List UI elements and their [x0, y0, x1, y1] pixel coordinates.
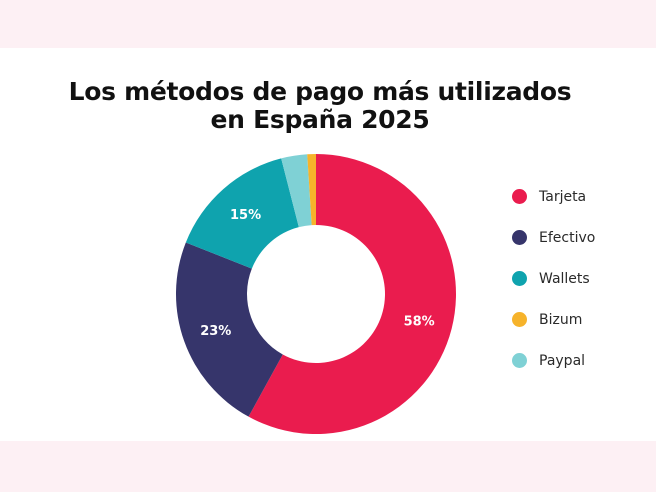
data-label-wallets: 15%	[230, 208, 261, 223]
legend-dot-icon	[512, 312, 527, 327]
chart-title: Los métodos de pago más utilizados en Es…	[0, 78, 640, 134]
legend-item-tarjeta: Tarjeta	[512, 176, 595, 217]
top-band	[0, 0, 656, 48]
legend-dot-icon	[512, 230, 527, 245]
legend-label: Efectivo	[539, 229, 596, 246]
legend-dot-icon	[512, 353, 527, 368]
data-label-tarjeta: 58%	[404, 314, 435, 329]
slice-bizum	[307, 154, 316, 226]
legend-item-bizum: Bizum	[512, 299, 595, 340]
slice-wallets	[185, 158, 299, 269]
legend: Tarjeta Efectivo Wallets Bizum Paypal	[512, 176, 595, 381]
legend-label: Bizum	[539, 311, 583, 328]
slice-efectivo	[176, 242, 283, 417]
slice-paypal	[281, 154, 312, 228]
slice-tarjeta	[248, 154, 456, 434]
legend-label: Tarjeta	[539, 188, 587, 205]
legend-label: Wallets	[539, 270, 590, 287]
legend-dot-icon	[512, 271, 527, 286]
legend-item-wallets: Wallets	[512, 258, 595, 299]
chart-title-line-1: Los métodos de pago más utilizados	[68, 77, 572, 106]
bottom-band	[0, 441, 656, 492]
data-label-efectivo: 23%	[200, 324, 231, 339]
legend-dot-icon	[512, 189, 527, 204]
legend-item-efectivo: Efectivo	[512, 217, 595, 258]
legend-label: Paypal	[539, 352, 586, 369]
chart-title-line-2: en España 2025	[210, 105, 430, 134]
legend-item-paypal: Paypal	[512, 340, 595, 381]
